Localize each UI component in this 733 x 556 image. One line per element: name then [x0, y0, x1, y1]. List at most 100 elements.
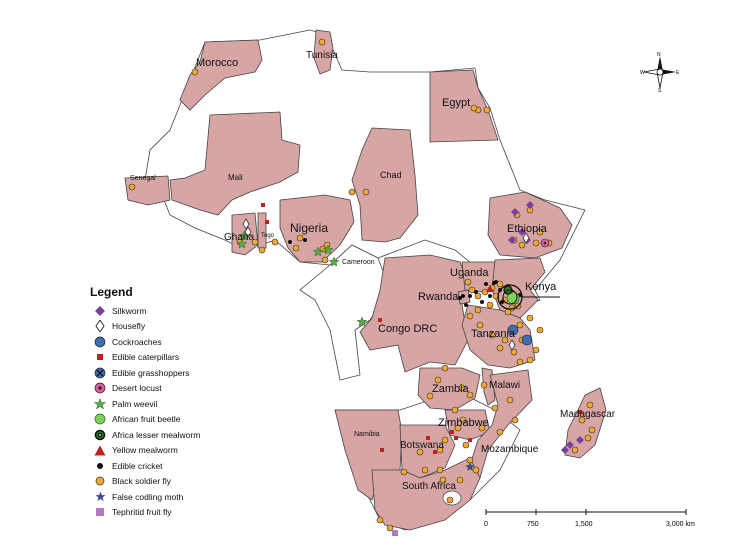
legend-label: Housefly — [112, 321, 146, 332]
legend-label: Edible caterpillars — [112, 352, 180, 363]
marker-edible-caterpillars — [450, 430, 454, 434]
marker-black-soldier-fly — [128, 183, 136, 191]
legend-title: Legend — [90, 285, 133, 299]
marker-edible-cricket — [484, 282, 488, 286]
star-blue-icon — [88, 491, 112, 502]
country-shape-tunisia — [313, 29, 334, 75]
marker-palm-weevil — [238, 230, 250, 241]
legend-label: Edible grasshoppers — [112, 367, 190, 378]
marker-black-soldier-fly — [486, 301, 494, 309]
marker-black-soldier-fly — [441, 436, 449, 444]
marker-edible-caterpillars — [426, 436, 430, 440]
country-label-uganda: Uganda — [450, 267, 489, 279]
marker-cockroaches — [507, 324, 519, 336]
marker-housefly — [522, 232, 530, 244]
marker-black-soldier-fly — [483, 106, 491, 114]
marker-black-soldier-fly — [451, 406, 459, 414]
marker-black-soldier-fly — [376, 516, 384, 524]
marker-black-soldier-fly — [321, 256, 329, 264]
marker-black-soldier-fly — [506, 396, 514, 404]
marker-black-soldier-fly — [400, 468, 408, 476]
marker-black-soldier-fly — [446, 496, 454, 504]
marker-black-soldier-fly — [501, 336, 509, 344]
marker-silkworm — [526, 201, 534, 209]
marker-black-soldier-fly — [436, 466, 444, 474]
marker-housefly — [508, 339, 516, 351]
legend-item-caterpillars: Edible caterpillars — [88, 350, 228, 366]
marker-palm-weevil — [356, 316, 368, 327]
marker-black-soldier-fly — [470, 104, 478, 112]
marker-black-soldier-fly — [434, 376, 442, 384]
scale-label-750: 750 — [527, 521, 539, 528]
marker-black-soldier-fly — [362, 188, 370, 196]
legend-label: African fruit beetle — [112, 414, 181, 425]
marker-black-soldier-fly — [466, 312, 474, 320]
marker-black-soldier-fly — [496, 428, 504, 436]
country-shape-senegal — [124, 175, 171, 206]
marker-silkworm — [566, 441, 574, 449]
marker-edible-cricket — [458, 296, 462, 300]
marker-black-soldier-fly — [586, 401, 594, 409]
legend-item-silkworm: Silkworm — [88, 303, 228, 319]
marker-black-soldier-fly — [462, 441, 470, 449]
compass-w: W — [640, 70, 645, 76]
marker-edible-cricket — [303, 238, 307, 242]
marker-silkworm — [518, 228, 526, 236]
marker-housefly — [242, 218, 250, 230]
marker-black-soldier-fly — [318, 38, 326, 46]
country-label-namibia: Namibia — [354, 431, 380, 438]
marker-black-soldier-fly — [454, 424, 462, 432]
country-labels: Morocco Tunisia Egypt Senegal Mali Chad … — [130, 50, 616, 492]
marker-black-soldier-fly — [386, 524, 394, 532]
marker-black-soldier-fly — [458, 384, 466, 392]
marker-black-soldier-fly — [421, 466, 429, 474]
marker-black-soldier-fly — [426, 392, 434, 400]
legend-label: False codling moth — [112, 491, 184, 502]
country-label-egypt: Egypt — [442, 97, 470, 109]
marker-black-soldier-fly — [578, 416, 586, 424]
marker-cockroaches — [521, 334, 533, 346]
legend-label: Palm weevil — [112, 398, 158, 409]
marker-black-soldier-fly — [532, 239, 540, 247]
marker-black-soldier-fly — [480, 381, 488, 389]
marker-edible-caterpillars — [433, 450, 437, 454]
legend-item-yellow-mealworm: Yellow mealworm — [88, 443, 228, 459]
scale-label-3000: 3,000 km — [666, 521, 695, 528]
marker-black-soldier-fly — [571, 446, 579, 454]
marker-edible-cricket — [500, 300, 504, 304]
marker-black-soldier-fly — [511, 416, 519, 424]
marker-edible-caterpillars — [261, 203, 265, 207]
country-label-mali: Mali — [228, 173, 243, 182]
country-label-tanzania: Tanzania — [471, 328, 516, 340]
circle-x-icon — [88, 367, 112, 379]
marker-edible-caterpillars — [380, 448, 384, 452]
legend-label: Silkworm — [112, 305, 147, 316]
legend-item-lesser-mealworm: Africa lesser mealworm — [88, 427, 228, 443]
compass-north-point — [657, 56, 663, 72]
north-arrow-compass: N S E W — [640, 52, 680, 92]
marker-black-soldier-fly — [584, 434, 592, 442]
legend: Legend Silkworm Housefly Cockroaches Edi… — [88, 285, 228, 520]
marker-edible-caterpillars — [265, 220, 269, 224]
marker-black-soldier-fly — [526, 314, 534, 322]
marker-tephritid-fruit-fly — [392, 530, 398, 536]
country-label-senegal: Senegal — [130, 175, 156, 182]
compass-s: S — [658, 88, 662, 92]
compass-e: E — [676, 70, 680, 76]
compass-center — [656, 68, 664, 76]
country-shape-zambia — [417, 367, 481, 411]
marker-edible-caterpillars — [468, 438, 472, 442]
country-shape-chad — [351, 127, 419, 243]
marker-edible-caterpillars — [454, 436, 458, 440]
marker-black-soldier-fly — [488, 331, 496, 339]
scale-label-0: 0 — [484, 521, 488, 528]
marker-black-soldier-fly — [476, 321, 484, 329]
marker-silkworm — [561, 446, 569, 454]
marker-black-soldier-fly — [271, 238, 279, 246]
marker-black-soldier-fly — [416, 448, 424, 456]
country-label-mozambique: Mozambique — [481, 444, 539, 455]
country-label-rwanda: Rwanda — [418, 291, 459, 303]
country-label-nigeria: Nigeria — [290, 221, 328, 235]
marker-edible-caterpillars — [378, 318, 382, 322]
legend-item-fruit-beetle: African fruit beetle — [88, 412, 228, 428]
